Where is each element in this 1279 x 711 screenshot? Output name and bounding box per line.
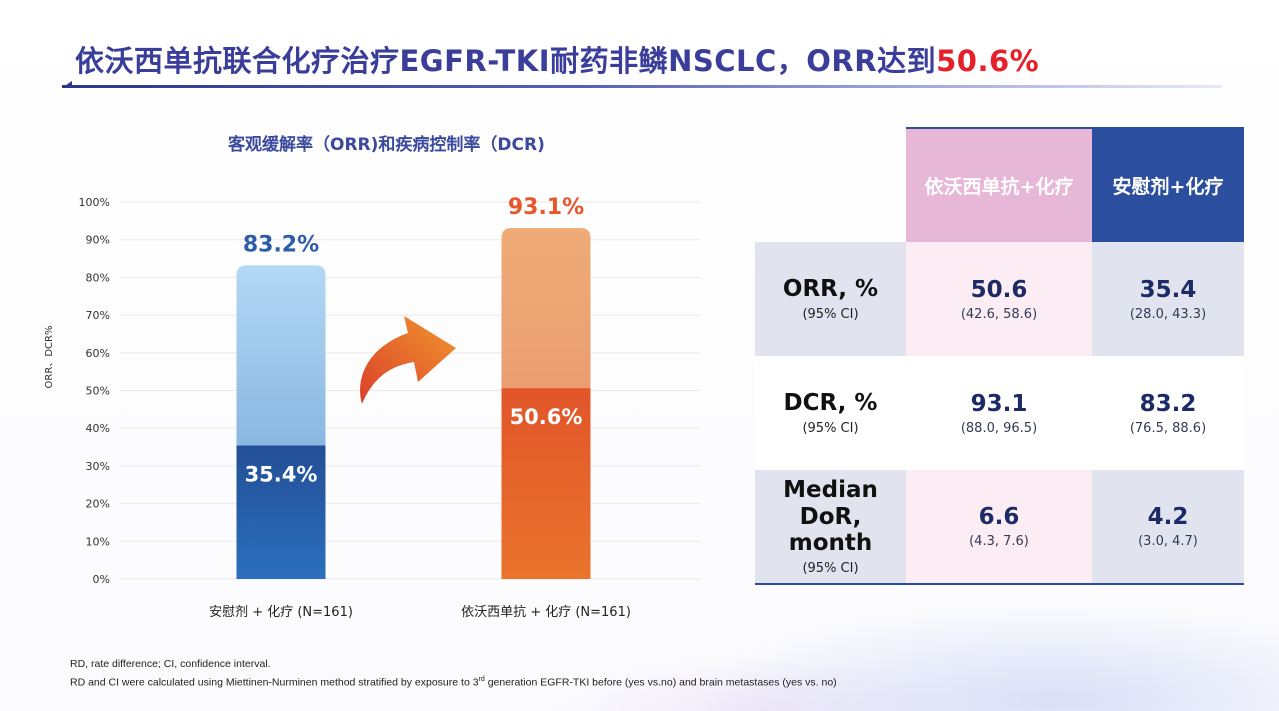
- cell-ci: (42.6, 58.6): [960, 306, 1038, 322]
- data-label-dcr: 83.2%: [243, 232, 319, 257]
- y-tick-label: 60%: [86, 347, 110, 360]
- footnote: RD, rate difference; CI, confidence inte…: [70, 657, 837, 691]
- cell-value: 35.4: [1139, 276, 1197, 303]
- table-row-dcr: DCR, % (95% CI) 93.1 (88.0, 96.5) 83.2 (76.…: [755, 356, 1244, 470]
- bar-orr: [236, 445, 326, 579]
- table-row-dor: Median DoR, month (95% CI) 6.6 (4.3, 7.6) …: [755, 470, 1244, 585]
- cell-ci: (3.0, 4.7): [1138, 534, 1198, 549]
- cell-placebo: 4.2 (3.0, 4.7): [1092, 470, 1244, 585]
- y-tick-label: 0%: [93, 573, 110, 586]
- title-main: 依沃西单抗联合化疗治疗EGFR-TKI耐药非鳞NSCLC，ORR达到: [75, 44, 937, 78]
- cell-value: 93.1: [970, 390, 1028, 417]
- row-label-sub: (95% CI): [802, 560, 859, 576]
- chart-grid: [120, 201, 700, 580]
- cell-ci: (76.5, 88.6): [1129, 420, 1207, 436]
- y-tick-label: 100%: [79, 196, 110, 209]
- footnote-line-2b: generation EGFR-TKI before (yes vs.no) a…: [484, 676, 837, 689]
- cell-value: 50.6: [970, 276, 1028, 303]
- cell-ci: (88.0, 96.5): [960, 420, 1038, 436]
- cell-ivonescimab: 93.1 (88.0, 96.5): [906, 356, 1092, 470]
- cell-placebo: 83.2 (76.5, 88.6): [1092, 356, 1244, 470]
- y-tick-label: 70%: [86, 309, 110, 322]
- data-label-dcr: 93.1%: [508, 195, 584, 220]
- header-placebo: 安慰剂+化疗: [1092, 127, 1244, 242]
- page-title: 依沃西单抗联合化疗治疗EGFR-TKI耐药非鳞NSCLC，ORR达到50.6%: [75, 38, 1039, 80]
- y-axis-label: ORR、DCR%: [44, 326, 55, 389]
- footnote-superscript: rd: [478, 676, 485, 683]
- y-tick-label: 50%: [86, 385, 110, 398]
- data-labels: 83.2% 35.4% 93.1% 50.6%: [243, 195, 584, 487]
- x-category-label: 安慰剂 + 化疗 (N=161): [209, 605, 353, 620]
- cell-value: 83.2: [1139, 390, 1197, 417]
- footnote-line-2: RD and CI were calculated using Miettine…: [70, 672, 837, 691]
- cell-value: 6.6: [978, 504, 1020, 530]
- row-label-main: Median DoR, month: [783, 477, 878, 557]
- y-tick-label: 40%: [86, 422, 110, 435]
- bar-orr: [501, 388, 591, 579]
- results-table: 依沃西单抗+化疗 安慰剂+化疗 ORR, % (95% CI) 50.6 (42.6…: [755, 127, 1244, 585]
- bars: [236, 228, 591, 579]
- table-header-row: 依沃西单抗+化疗 安慰剂+化疗: [755, 127, 1244, 242]
- y-tick-label: 20%: [86, 498, 110, 511]
- title-highlight: 50.6%: [936, 44, 1040, 78]
- cell-ci: (28.0, 43.3): [1129, 306, 1207, 322]
- chart-title: 客观缓解率（ORR)和疾病控制率（DCR): [228, 135, 545, 155]
- row-label-main: DCR, %: [783, 390, 878, 417]
- y-tick-label: 90%: [86, 234, 110, 247]
- x-axis-labels: 安慰剂 + 化疗 (N=161) 依沃西单抗 + 化疗 (N=161): [209, 605, 631, 620]
- data-label-orr: 50.6%: [510, 405, 583, 429]
- y-axis-ticks: 0% 10% 20% 30% 40% 50% 60% 70% 80% 90% 100%: [79, 196, 110, 586]
- cell-value: 4.2: [1147, 504, 1189, 530]
- y-tick-label: 10%: [86, 535, 110, 548]
- row-label-sub: (95% CI): [802, 306, 859, 322]
- table-row-orr: ORR, % (95% CI) 50.6 (42.6, 58.6) 35.4 (28.…: [755, 242, 1244, 356]
- footnote-line-1: RD, rate difference; CI, confidence inte…: [70, 658, 271, 670]
- header-empty-cell: [755, 128, 906, 242]
- header-ivonescimab: 依沃西单抗+化疗: [906, 127, 1092, 242]
- y-tick-label: 80%: [86, 271, 110, 284]
- x-category-label: 依沃西单抗 + 化疗 (N=161): [461, 605, 631, 620]
- row-label-sub: (95% CI): [802, 420, 859, 436]
- footnote-line-2a: RD and CI were calculated using Miettine…: [70, 676, 479, 689]
- bar-chart: 0% 10% 20% 30% 40% 50% 60% 70% 80% 90% 100% ORR、DC…: [44, 195, 700, 620]
- row-label: Median DoR, month (95% CI): [755, 470, 906, 585]
- cell-ivonescimab: 6.6 (4.3, 7.6): [906, 470, 1092, 585]
- title-underline: [62, 85, 1222, 88]
- cell-ci: (4.3, 7.6): [969, 534, 1029, 549]
- cell-placebo: 35.4 (28.0, 43.3): [1092, 242, 1244, 356]
- row-label: DCR, % (95% CI): [755, 356, 906, 470]
- y-tick-label: 30%: [86, 460, 110, 473]
- row-label-main: ORR, %: [782, 276, 879, 303]
- cell-ivonescimab: 50.6 (42.6, 58.6): [906, 242, 1092, 356]
- row-label: ORR, % (95% CI): [755, 242, 906, 356]
- increase-arrow-icon: [360, 316, 456, 404]
- data-label-orr: 35.4%: [245, 463, 318, 487]
